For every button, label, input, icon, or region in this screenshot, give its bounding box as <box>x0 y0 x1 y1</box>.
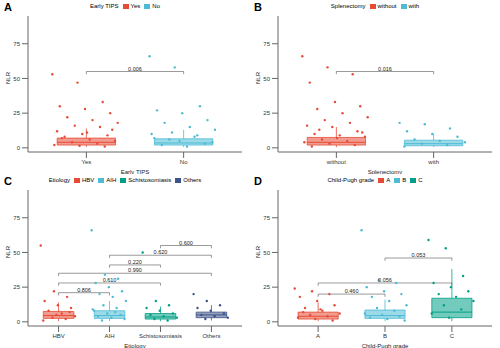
html-text:without: without <box>377 3 397 9</box>
svg-text:75: 75 <box>13 215 20 221</box>
html-text:B: B <box>254 1 262 13</box>
svg-text:Others: Others <box>202 333 220 339</box>
svg-text:without: without <box>326 159 346 165</box>
svg-text:50: 50 <box>13 250 20 256</box>
svg-text:0.600: 0.600 <box>179 240 193 246</box>
html-text:B: B <box>402 177 407 183</box>
svg-text:50: 50 <box>13 76 20 82</box>
html-text:C: C <box>4 175 12 187</box>
svg-text:Early TIPS: Early TIPS <box>121 169 150 174</box>
svg-text:0: 0 <box>267 145 271 151</box>
html-text:AIH: AIH <box>106 177 117 183</box>
html-text:D: D <box>254 175 262 187</box>
svg-text:B: B <box>383 333 387 339</box>
svg-text:0: 0 <box>17 319 21 325</box>
svg-text:0: 0 <box>17 145 21 151</box>
svg-text:C: C <box>450 333 455 339</box>
svg-text:0.006: 0.006 <box>128 66 142 72</box>
svg-text:0: 0 <box>267 319 271 325</box>
svg-text:75: 75 <box>13 41 20 47</box>
html-text:Child-Pugh grade: Child-Pugh grade <box>327 177 375 183</box>
html-text:Etiology: Etiology <box>48 177 70 183</box>
svg-text:75: 75 <box>263 215 270 221</box>
html-text:Yes: Yes <box>130 3 141 9</box>
svg-text:0.220: 0.220 <box>128 259 142 265</box>
html-text:HBV: HBV <box>82 177 95 183</box>
html-text:Schistosomiasis: Schistosomiasis <box>128 177 172 183</box>
svg-text:25: 25 <box>263 110 270 116</box>
html-text:No: No <box>152 3 160 9</box>
svg-text:AIH: AIH <box>105 333 115 339</box>
html-text:A: A <box>386 177 391 183</box>
svg-text:Yes: Yes <box>81 159 91 165</box>
svg-text:with: with <box>427 159 439 165</box>
svg-text:Child-Pugh grade: Child-Pugh grade <box>362 343 409 348</box>
html-text:A: A <box>4 1 12 13</box>
svg-text:NLR: NLR <box>8 71 11 84</box>
svg-text:75: 75 <box>263 41 270 47</box>
svg-text:A: A <box>316 333 320 339</box>
svg-text:Schistosomiasis: Schistosomiasis <box>139 333 182 339</box>
svg-text:0.056: 0.056 <box>378 277 392 283</box>
svg-text:0.016: 0.016 <box>378 66 392 72</box>
svg-text:25: 25 <box>263 284 270 290</box>
svg-text:0.990: 0.990 <box>128 267 142 273</box>
html-text:Splenectomy: Splenectomy <box>330 3 366 9</box>
svg-text:HBV: HBV <box>52 333 64 339</box>
svg-text:Etiology: Etiology <box>124 343 145 348</box>
svg-text:No: No <box>180 159 188 165</box>
svg-text:NLR: NLR <box>255 245 261 258</box>
svg-text:0.806: 0.806 <box>77 287 91 293</box>
svg-text:25: 25 <box>13 284 20 290</box>
html-text:C: C <box>418 177 423 183</box>
html-text:with: with <box>408 3 420 9</box>
svg-text:0.460: 0.460 <box>345 288 359 294</box>
html-text:Others: Others <box>183 177 202 183</box>
svg-text:0.620: 0.620 <box>154 249 168 255</box>
svg-text:0.053: 0.053 <box>412 252 426 258</box>
svg-text:0.610: 0.610 <box>103 277 117 283</box>
svg-text:25: 25 <box>13 110 20 116</box>
svg-text:NLR: NLR <box>8 245 11 258</box>
svg-text:NLR: NLR <box>255 71 261 84</box>
svg-text:50: 50 <box>263 76 270 82</box>
html-text:Early TIPS: Early TIPS <box>90 3 119 9</box>
svg-text:Splenectomy: Splenectomy <box>368 169 403 174</box>
svg-text:50: 50 <box>263 250 270 256</box>
